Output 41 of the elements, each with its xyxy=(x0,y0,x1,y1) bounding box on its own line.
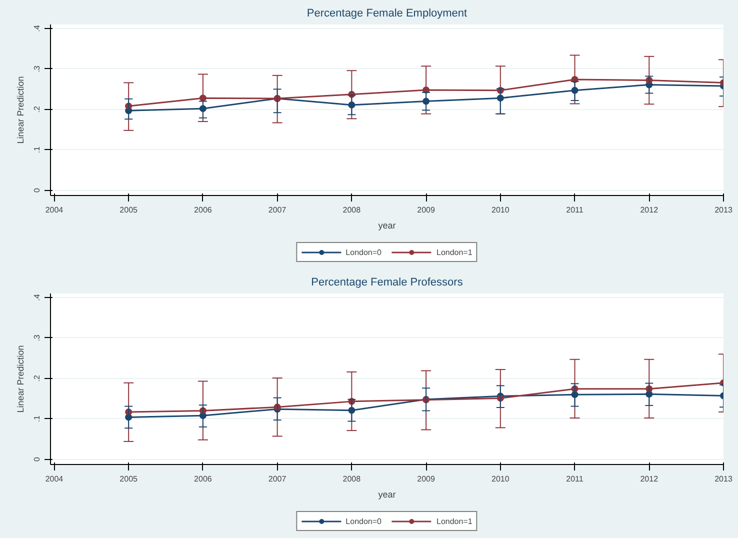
x-tick-label: 2010 xyxy=(492,474,510,484)
y-tick-label: .2 xyxy=(32,374,42,382)
chart-title: Percentage Female Employment xyxy=(306,8,468,20)
y-axis-title: Linear Prediction xyxy=(16,76,26,144)
y-tick-label: .4 xyxy=(32,24,42,32)
x-tick-label: 2004 xyxy=(45,206,64,214)
x-tick-label: 2010 xyxy=(492,206,510,214)
x-tick-label: 2008 xyxy=(342,474,362,484)
y-tick-label: .3 xyxy=(32,65,42,72)
y-axis-title: Linear Prediction xyxy=(16,345,26,413)
x-tick-label: 2007 xyxy=(268,474,287,484)
x-tick-label: 2011 xyxy=(566,206,584,214)
x-tick-label: 2008 xyxy=(342,206,362,214)
y-tick-label: 0 xyxy=(32,456,42,462)
x-tick-label: 2009 xyxy=(417,206,436,214)
x-tick-label: 2006 xyxy=(194,474,212,484)
legend-label: London=1 xyxy=(436,516,472,526)
x-tick-label: 2013 xyxy=(714,206,733,214)
x-tick-label: 2006 xyxy=(194,206,212,214)
x-tick-label: 2005 xyxy=(120,474,138,484)
chart-title: Percentage Female Professors xyxy=(311,276,464,288)
y-tick-label: .1 xyxy=(32,146,42,154)
y-tick-label: 0 xyxy=(32,187,42,192)
point xyxy=(199,94,206,102)
y-tick-label: .3 xyxy=(32,334,42,342)
x-axis-title: year xyxy=(378,220,396,230)
x-tick-label: 2011 xyxy=(566,474,584,484)
x-tick-label: 2013 xyxy=(714,474,733,484)
x-tick-label: 2007 xyxy=(268,206,287,214)
legend-label: London=0 xyxy=(346,247,382,257)
legend-label: London=0 xyxy=(346,516,382,526)
x-axis-title: year xyxy=(378,490,396,500)
x-tick-label: 2012 xyxy=(640,206,659,214)
x-tick-label: 2005 xyxy=(120,206,138,214)
x-tick-label: 2009 xyxy=(417,474,436,484)
y-tick-label: .4 xyxy=(32,294,42,301)
y-tick-label: .1 xyxy=(32,414,42,422)
y-tick-label: .2 xyxy=(32,106,42,113)
x-tick-label: 2012 xyxy=(640,474,659,484)
x-tick-label: 2004 xyxy=(45,474,64,484)
legend-label: London=1 xyxy=(436,247,472,257)
